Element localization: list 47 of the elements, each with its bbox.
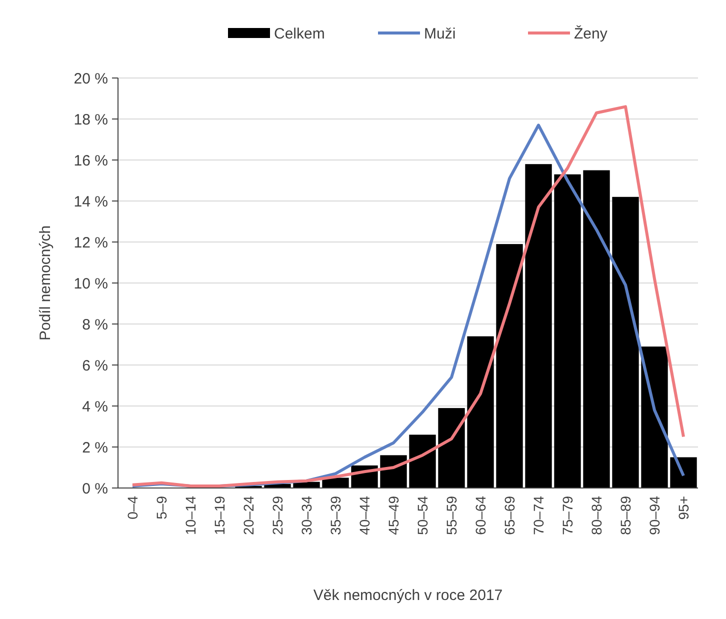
y-tick-label: 18 % bbox=[74, 111, 108, 128]
bar bbox=[612, 196, 639, 488]
x-tick-label: 60–64 bbox=[472, 496, 488, 535]
bar bbox=[409, 434, 436, 488]
x-tick-label: 45–49 bbox=[385, 496, 402, 535]
bar bbox=[380, 455, 407, 488]
bar bbox=[525, 164, 552, 488]
x-tick-label: 15–19 bbox=[211, 496, 228, 535]
x-axis-title: Věk nemocných v roce 2017 bbox=[313, 587, 503, 604]
bar bbox=[583, 170, 610, 488]
bar bbox=[438, 408, 465, 488]
legend-label: Celkem bbox=[274, 25, 325, 42]
x-tick-label: 90–94 bbox=[646, 496, 662, 535]
y-tick-label: 12 % bbox=[74, 234, 108, 252]
y-tick-label: 10 % bbox=[74, 275, 108, 292]
bar bbox=[467, 336, 494, 488]
y-axis-title: Podíl nemocných bbox=[37, 225, 54, 341]
x-tick-label: 50–54 bbox=[414, 496, 430, 535]
x-tick-label: 30–34 bbox=[298, 496, 314, 535]
bar bbox=[554, 174, 581, 488]
x-tick-label: 85–89 bbox=[617, 496, 634, 535]
y-tick-label: 4 % bbox=[82, 398, 108, 416]
x-tick-label: 0–4 bbox=[124, 496, 140, 520]
x-tick-label: 40–44 bbox=[356, 496, 372, 535]
y-tick-label: 20 % bbox=[74, 70, 108, 88]
y-tick-label: 6 % bbox=[82, 357, 108, 374]
legend-label: Muži bbox=[424, 25, 456, 42]
y-tick-label: 8 % bbox=[82, 316, 108, 334]
y-tick-label: 2 % bbox=[82, 439, 108, 456]
x-tick-label: 75–79 bbox=[559, 496, 576, 535]
x-tick-label: 80–84 bbox=[588, 496, 604, 535]
y-tick-label: 14 % bbox=[74, 193, 108, 210]
bar bbox=[496, 244, 523, 488]
y-tick-label: 0 % bbox=[82, 480, 108, 498]
bar bbox=[641, 346, 668, 488]
x-tick-label: 35–39 bbox=[327, 496, 344, 535]
x-tick-label: 20–24 bbox=[240, 496, 256, 535]
bar bbox=[670, 457, 697, 488]
x-tick-label: 5–9 bbox=[153, 496, 170, 520]
y-tick-label: 16 % bbox=[74, 152, 108, 170]
x-tick-label: 70–74 bbox=[530, 496, 546, 535]
x-tick-label: 25–29 bbox=[269, 496, 286, 535]
x-tick-label: 10–14 bbox=[182, 496, 198, 535]
x-tick-label: 55–59 bbox=[443, 496, 460, 535]
x-tick-label: 65–69 bbox=[501, 496, 518, 535]
x-tick-label: 95+ bbox=[675, 496, 692, 520]
legend-label: Ženy bbox=[574, 24, 608, 42]
